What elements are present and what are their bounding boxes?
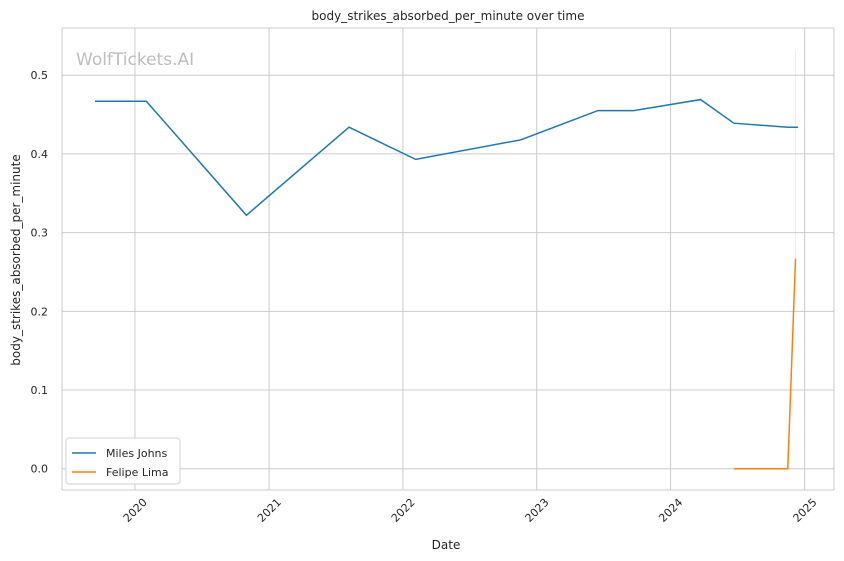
x-axis-label: Date — [432, 538, 461, 552]
y-tick-label: 0.2 — [31, 305, 49, 318]
y-axis: 0.0 0.1 0.2 0.3 0.4 0.5 — [31, 69, 49, 476]
y-tick-label: 0.3 — [31, 227, 49, 240]
plot-background — [61, 27, 835, 491]
legend: Miles Johns Felipe Lima — [65, 437, 181, 485]
y-axis-label: body_strikes_absorbed_per_minute — [9, 154, 23, 365]
series-layer — [95, 51, 799, 470]
y-tick-label: 0.4 — [31, 148, 49, 161]
y-tick-label: 0.1 — [31, 384, 49, 397]
legend-label: Felipe Lima — [106, 466, 169, 479]
series-line-felipe-lima — [733, 258, 797, 470]
watermark: WolfTickets.AI — [76, 50, 194, 70]
y-tick-label: 0.0 — [31, 463, 49, 476]
y-tick-label: 0.5 — [31, 69, 49, 82]
chart-title: body_strikes_absorbed_per_minute over ti… — [312, 9, 585, 23]
legend-label: Miles Johns — [106, 447, 168, 460]
series-line-miles-johns — [95, 98, 799, 217]
plot-area: WolfTickets.AI — [61, 27, 835, 491]
